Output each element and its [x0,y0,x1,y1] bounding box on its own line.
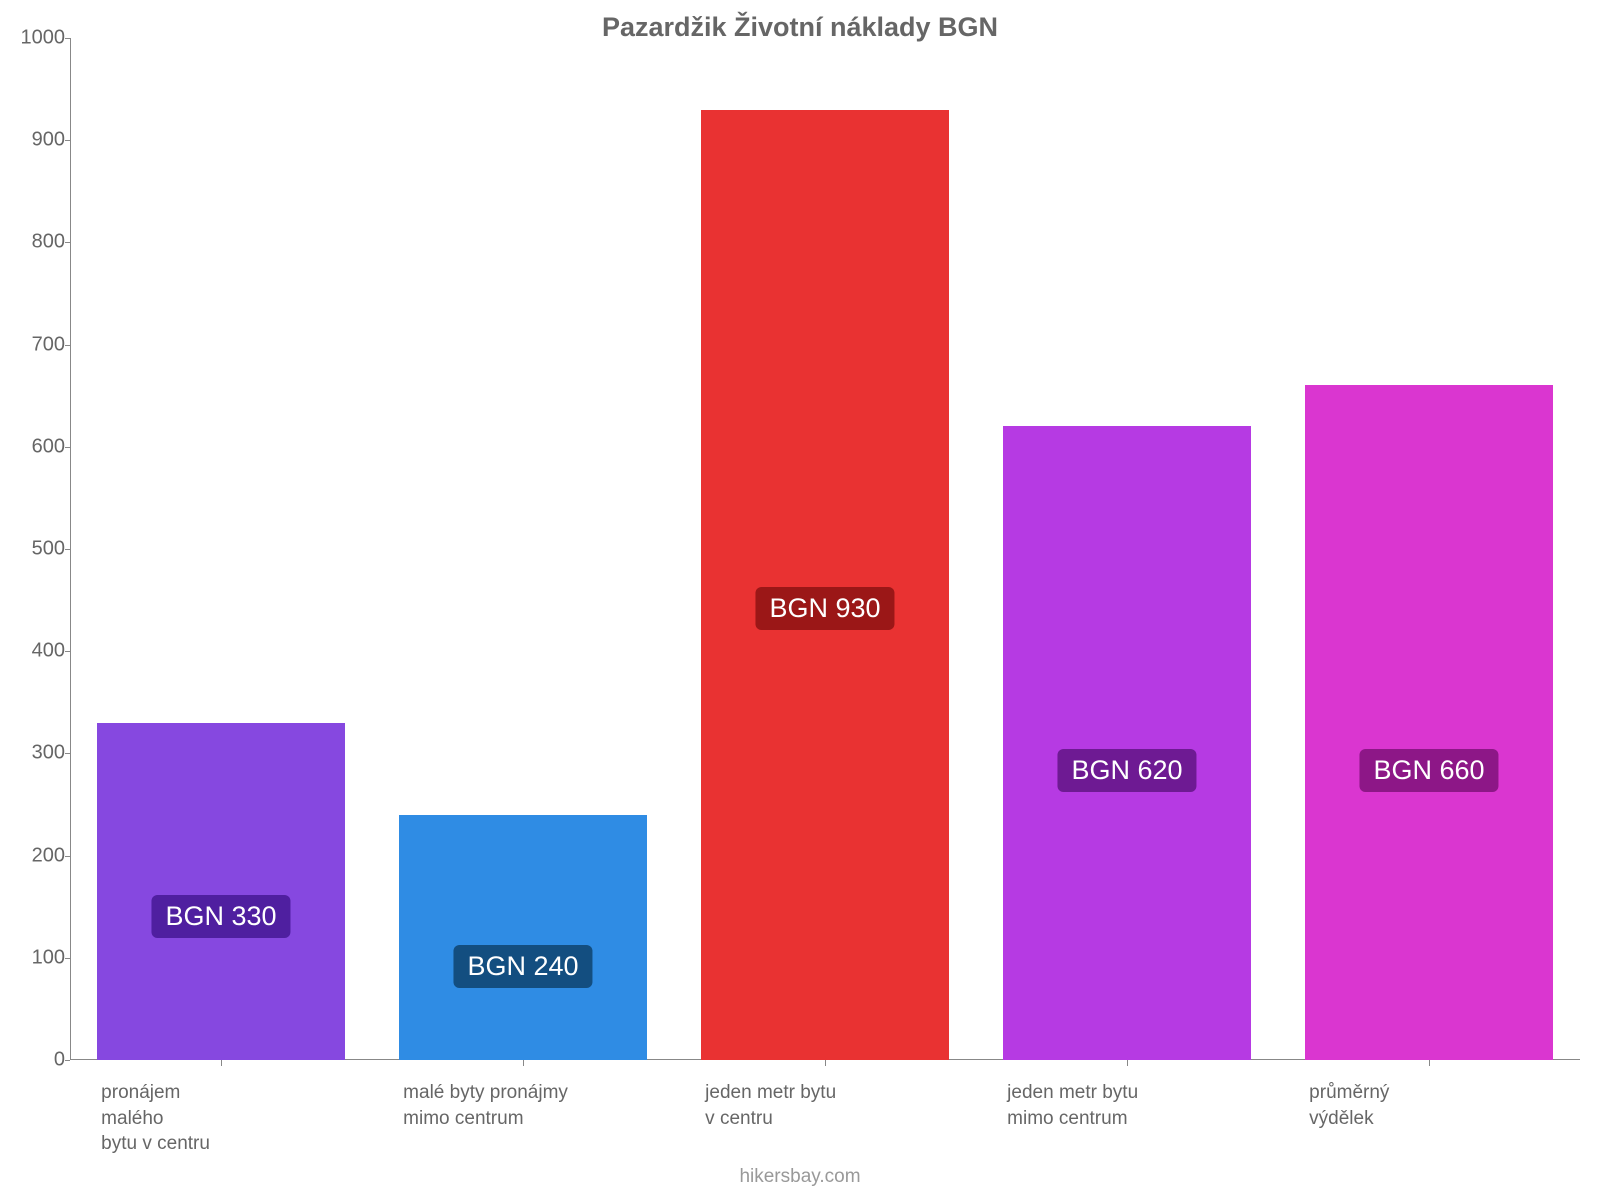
plot-area: BGN 330BGN 240BGN 930BGN 620BGN 660 0100… [70,38,1580,1060]
y-tick-label: 700 [15,333,65,356]
bars-layer: BGN 330 BGN 240 BGN 930 BGN 620 BGN 660 [70,38,1580,1060]
y-tick-mark [65,345,70,346]
y-tick-mark [65,447,70,448]
x-category-label: průměrný výdělek [1309,1080,1389,1131]
x-tick-mark [825,1060,826,1066]
bar [701,110,949,1060]
bar-value-label: BGN 240 [453,945,592,988]
bar [97,723,345,1060]
bar-value-label: BGN 660 [1359,749,1498,792]
y-tick-mark [65,856,70,857]
x-tick-mark [221,1060,222,1066]
x-category-label: malé byty pronájmy mimo centrum [403,1080,568,1131]
y-tick-label: 600 [15,435,65,458]
bar [1003,426,1251,1060]
y-tick-mark [65,651,70,652]
y-tick-mark [65,753,70,754]
bar-value-label: BGN 330 [151,895,290,938]
bar [1305,385,1553,1060]
x-category-label: jeden metr bytu mimo centrum [1007,1080,1138,1131]
attribution-text: hikersbay.com [0,1166,1600,1188]
y-tick-mark [65,1060,70,1061]
x-tick-mark [523,1060,524,1066]
y-tick-label: 100 [15,946,65,969]
y-tick-mark [65,140,70,141]
x-category-label: pronájem malého bytu v centru [101,1080,210,1157]
y-tick-label: 1000 [15,27,65,50]
y-tick-label: 0 [15,1049,65,1072]
y-tick-label: 900 [15,129,65,152]
y-tick-label: 300 [15,742,65,765]
y-tick-label: 200 [15,844,65,867]
x-tick-mark [1127,1060,1128,1066]
y-tick-label: 500 [15,538,65,561]
chart-container: Pazardžik Životní náklady BGN BGN 330BGN… [0,0,1600,1200]
y-tick-label: 800 [15,231,65,254]
y-tick-mark [65,549,70,550]
x-tick-mark [1429,1060,1430,1066]
x-category-label: jeden metr bytu v centru [705,1080,836,1131]
y-tick-mark [65,958,70,959]
bar-value-label: BGN 620 [1057,749,1196,792]
y-tick-mark [65,242,70,243]
bar-value-label: BGN 930 [755,587,894,630]
bar [399,815,647,1060]
y-tick-label: 400 [15,640,65,663]
y-tick-mark [65,38,70,39]
